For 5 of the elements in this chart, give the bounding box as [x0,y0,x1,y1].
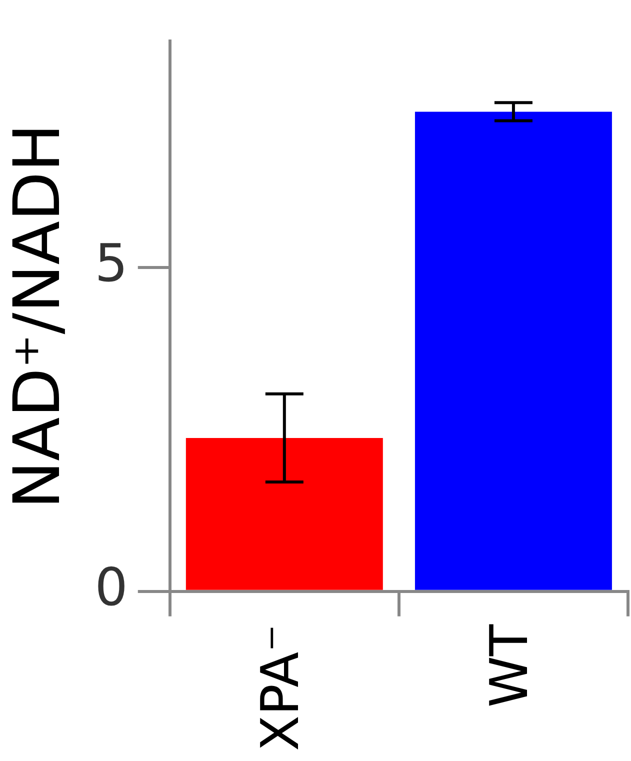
x-tick-label: WT [480,624,540,708]
x-tick-label: XPA⁻ [250,624,311,752]
y-axis-title: NAD⁺/NADH [1,124,76,509]
y-tick-label: 0 [94,558,128,618]
y-tick-label: 5 [94,234,128,294]
